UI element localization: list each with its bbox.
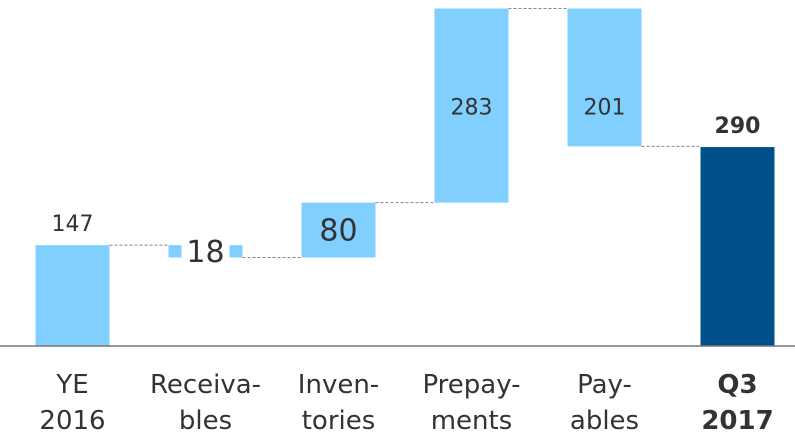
- x-tick-label: Inven-tories: [298, 370, 379, 436]
- x-tick-label-line: Inven-: [298, 370, 379, 400]
- x-tick-label-line: bles: [179, 406, 232, 436]
- value-label: 290: [715, 114, 761, 139]
- bar: [301, 202, 376, 258]
- value-label: 147: [52, 212, 94, 237]
- x-tick-label: Prepay-ments: [422, 370, 520, 436]
- x-tick-label-line: Prepay-: [422, 370, 520, 400]
- x-tick-label: Q3 2017: [701, 370, 773, 436]
- bar: [567, 8, 642, 147]
- label-gap: [181, 241, 230, 262]
- x-tick-label: Pay-ables: [570, 370, 639, 436]
- value-label: 80: [319, 214, 357, 249]
- value-label: 283: [451, 95, 493, 120]
- x-tick-label-line: YE: [55, 370, 88, 400]
- value-label: 18: [186, 235, 224, 270]
- x-tick-label-line: 2016: [39, 406, 105, 436]
- x-tick-label-line: Pay-: [577, 370, 632, 400]
- x-tick-label: YE 2016: [39, 370, 105, 436]
- bar: [434, 8, 509, 203]
- x-tick-label: Receiva-bles: [150, 370, 261, 436]
- x-tick-label-line: 2017: [701, 406, 773, 436]
- x-tick-label-line: Receiva-: [150, 370, 261, 400]
- x-tick-label-line: ments: [431, 406, 513, 436]
- x-tick-label-line: ables: [570, 406, 639, 436]
- x-tick-label-line: Q3: [717, 370, 757, 400]
- value-label: 201: [584, 95, 626, 120]
- x-tick-label-line: tories: [302, 406, 376, 436]
- bar: [35, 245, 110, 346]
- bar: [700, 147, 775, 346]
